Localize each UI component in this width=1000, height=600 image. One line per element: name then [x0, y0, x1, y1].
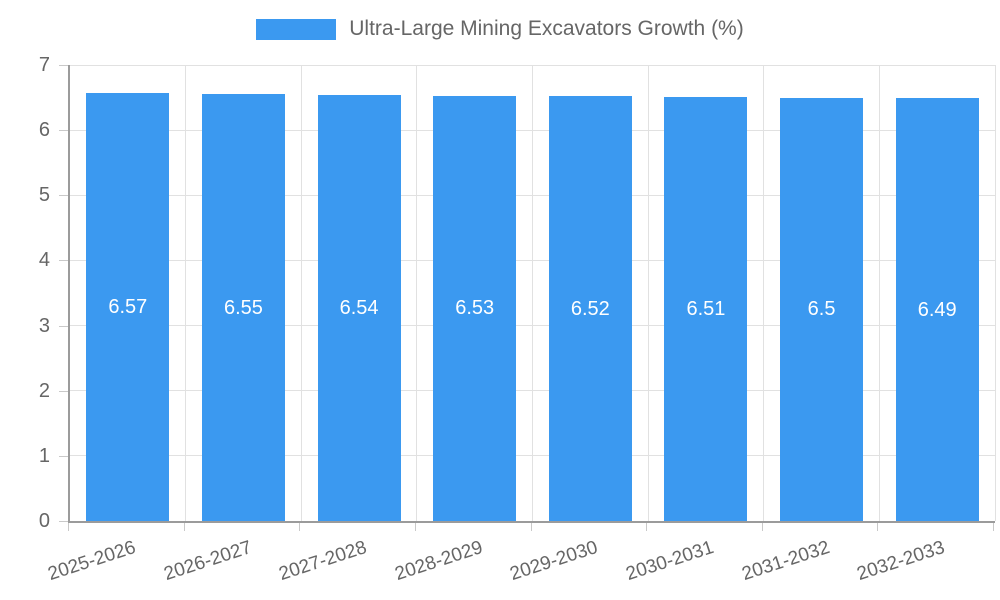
bar-value-label: 6.55 — [223, 296, 263, 319]
bar — [548, 96, 632, 521]
bar-value-label: 6.49 — [917, 298, 957, 321]
gridline-v — [532, 65, 533, 521]
bar-value-label: 6.5 — [807, 298, 836, 321]
y-axis-tick — [59, 455, 68, 457]
bar — [86, 93, 170, 521]
y-axis-label: 7 — [38, 54, 50, 76]
legend-label: Ultra-Large Mining Excavators Growth (%) — [349, 17, 744, 40]
bar-value-label: 6.57 — [108, 296, 148, 318]
x-axis-tick — [68, 523, 69, 531]
x-axis-tick — [414, 523, 416, 531]
gridline-v — [416, 65, 418, 521]
y-axis-label: 5 — [38, 184, 50, 207]
gridline-v — [185, 65, 187, 521]
y-axis-label: 2 — [38, 379, 50, 402]
bar — [895, 98, 979, 521]
gridline-v — [763, 65, 765, 521]
x-axis-tick — [530, 523, 532, 531]
x-axis-label: 2032-2033 — [854, 537, 948, 586]
chart-legend: Ultra-Large Mining Excavators Growth (%) — [0, 16, 1000, 42]
bar-value-label: 6.54 — [339, 296, 379, 319]
gridline-v — [300, 65, 302, 521]
x-axis-label: 2027-2028 — [276, 537, 370, 586]
plot-area: 6.57 6.55 6.54 6.53 6.52 6.51 6.5 6.49 — [68, 64, 996, 523]
gridline-v — [647, 65, 649, 521]
y-axis-tick — [59, 195, 68, 197]
x-axis-label: 2029-2030 — [507, 537, 601, 586]
y-axis-label: 6 — [38, 119, 50, 142]
bar — [433, 95, 517, 521]
legend-swatch — [256, 18, 337, 40]
bar-value-label: 6.53 — [455, 297, 495, 320]
y-axis-label: 1 — [38, 444, 50, 467]
x-axis-label: 2031-2032 — [739, 537, 833, 586]
bar-value-label: 6.51 — [686, 297, 726, 320]
y-axis-tick — [59, 390, 68, 392]
gridline-v — [878, 65, 880, 521]
gridline-v — [994, 65, 996, 521]
x-axis-label: 2030-2031 — [623, 537, 717, 586]
bar — [201, 94, 285, 521]
y-axis-label: 0 — [38, 510, 50, 532]
y-axis-label: 3 — [38, 314, 50, 337]
y-axis-tick — [59, 130, 68, 132]
x-axis-tick — [877, 523, 879, 531]
bar — [664, 96, 748, 521]
x-axis-tick — [993, 523, 994, 531]
y-axis-tick — [59, 65, 68, 66]
x-axis-label: 2028-2029 — [392, 537, 486, 586]
x-axis-tick — [183, 523, 185, 531]
x-axis-tick — [761, 523, 763, 531]
x-axis-tick — [299, 523, 301, 531]
bar-value-label: 6.52 — [570, 297, 610, 320]
y-axis-tick — [59, 260, 68, 262]
y-axis-tick — [59, 325, 68, 327]
y-axis-label: 4 — [38, 249, 50, 272]
x-axis-label: 2025-2026 — [45, 537, 139, 586]
bar — [317, 94, 401, 521]
x-axis-label: 2026-2027 — [161, 537, 254, 586]
y-axis-tick — [59, 521, 68, 522]
x-axis-tick — [646, 523, 648, 531]
bar — [780, 97, 864, 521]
